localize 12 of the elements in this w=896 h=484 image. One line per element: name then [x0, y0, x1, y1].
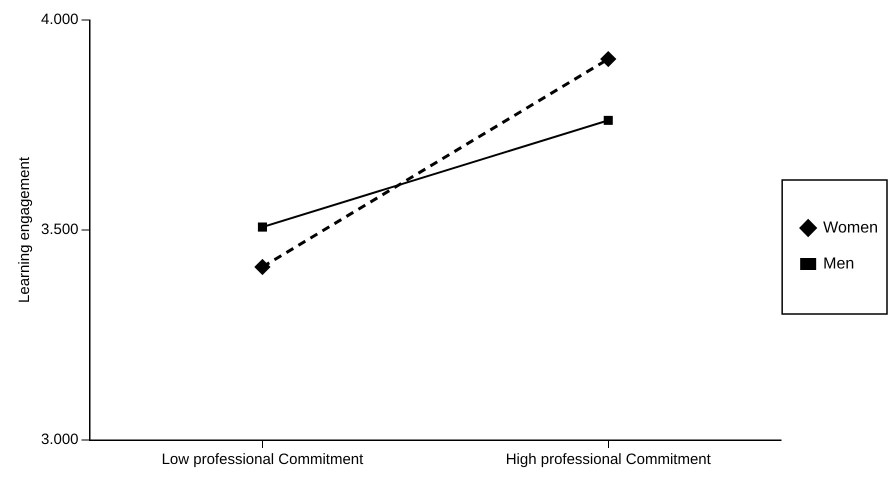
legend-label: Men: [823, 255, 854, 272]
x-tick-label: High professional Commitment: [506, 451, 712, 468]
point: [258, 222, 267, 232]
point: [604, 116, 613, 125]
y-tick-label: 4.000: [40, 11, 79, 28]
y-axis-title: Learning engagement: [16, 156, 34, 303]
x-tick-label: Low professional Commitment: [162, 451, 364, 468]
legend-label: Women: [823, 219, 878, 236]
y-tick-label: 3.500: [40, 221, 79, 238]
point: [254, 259, 270, 274]
y-tick-label: 3.000: [40, 431, 79, 448]
point: [600, 52, 616, 67]
